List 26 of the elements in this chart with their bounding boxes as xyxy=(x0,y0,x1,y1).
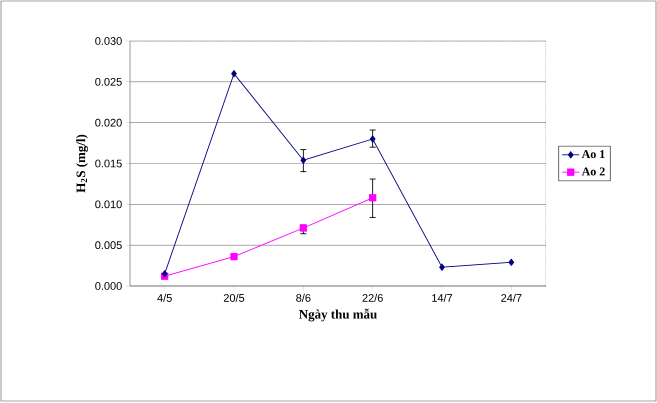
point xyxy=(370,135,376,143)
x-tick-label: 8/6 xyxy=(296,294,310,302)
legend-label: Ao 2 xyxy=(582,167,605,176)
legend-label: Ao 1 xyxy=(582,150,605,158)
y-tick-label: 0.020 xyxy=(95,118,122,127)
point xyxy=(300,224,307,232)
point xyxy=(231,70,237,78)
point xyxy=(369,194,376,202)
point xyxy=(439,264,445,271)
point xyxy=(508,258,514,266)
point xyxy=(230,252,238,260)
point xyxy=(300,156,306,164)
x-tick-label: 14/7 xyxy=(432,294,452,302)
y-tick-label: 0.010 xyxy=(95,200,122,208)
x-tick-label: 24/7 xyxy=(501,294,522,302)
x-axis-title: Ngày thu mẫu xyxy=(299,308,377,322)
y-axis-title: H$_{2}$S (mg/l) xyxy=(76,134,88,193)
x-tick-label: 4/5 xyxy=(157,294,172,302)
point xyxy=(162,270,168,278)
y-tick-label: 0.005 xyxy=(95,241,122,250)
y-tick-label: 0.030 xyxy=(95,37,122,45)
x-tick-label: 20/5 xyxy=(224,294,244,302)
y-tick-label: 0.015 xyxy=(95,160,122,168)
y-tick-label: 0.000 xyxy=(95,282,122,290)
x-tick-label: 22/6 xyxy=(362,294,383,302)
y-tick-label: 0.025 xyxy=(95,78,122,86)
